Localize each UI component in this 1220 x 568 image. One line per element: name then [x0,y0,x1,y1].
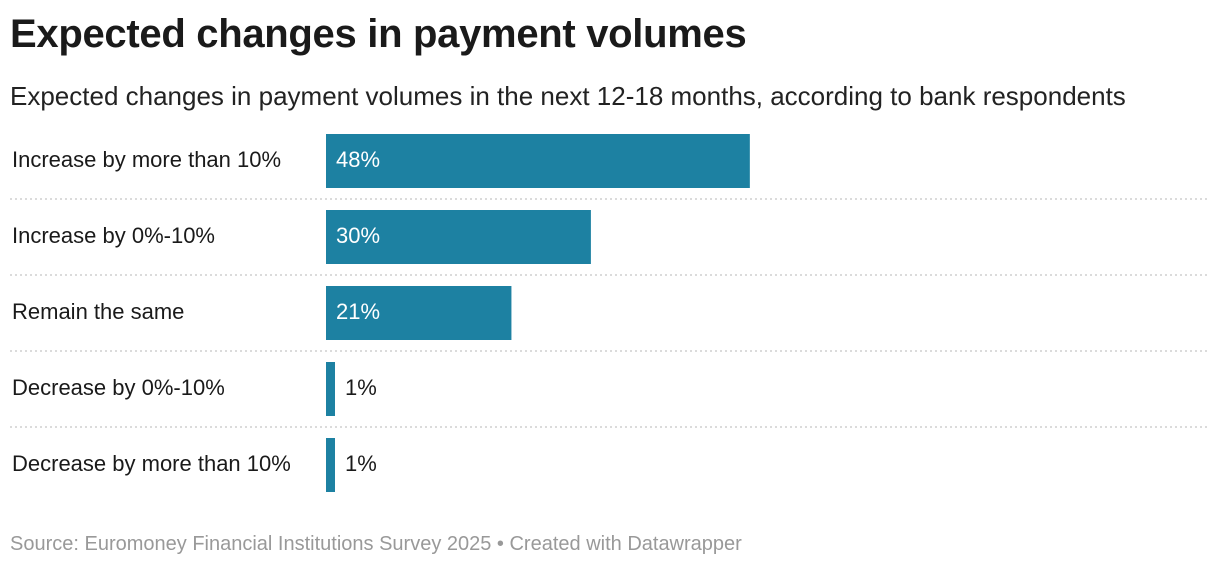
bar [326,438,335,492]
bar-chart-svg: Increase by more than 10% 48% Increase by … [10,134,1208,492]
value-label: 30% [336,223,380,248]
bar [326,286,512,340]
category-label: Increase by 0%-10% [12,223,215,248]
category-label: Decrease by more than 10% [12,451,291,476]
chart-subtitle: Expected changes in payment volumes in t… [10,81,1126,111]
value-label: 1% [345,375,377,400]
category-label: Remain the same [12,299,184,324]
category-label: Increase by more than 10% [12,147,281,172]
bar [326,362,335,416]
bar [326,210,591,264]
source-note: Source: Euromoney Financial Institutions… [10,533,742,555]
bar-chart: Increase by more than 10% 48% Increase by … [0,122,1220,502]
value-label: 21% [336,299,380,324]
bar [326,134,750,188]
chart-title: Expected changes in payment volumes [10,12,747,56]
category-label: Decrease by 0%-10% [12,375,225,400]
value-label: 48% [336,147,380,172]
value-label: 1% [345,451,377,476]
